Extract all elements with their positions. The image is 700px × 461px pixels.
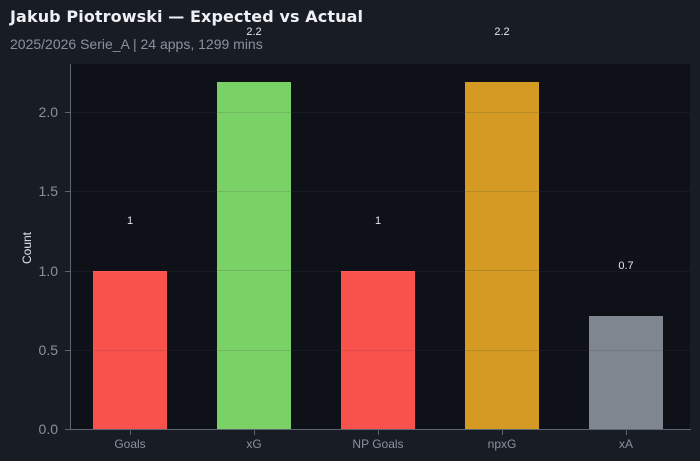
gridline (70, 112, 690, 113)
y-axis-label: Count (20, 231, 34, 265)
x-tick-mark (502, 430, 503, 435)
y-tick-label: 0.5 (38, 341, 58, 358)
value-label: 2.2 (494, 25, 510, 38)
bar-gridline (341, 349, 415, 351)
bar-goals (93, 270, 167, 429)
bar-gridline (217, 349, 291, 351)
x-tick-label: NP Goals (352, 437, 404, 451)
x-axis-line (70, 429, 691, 430)
y-tick-label: 1.0 (38, 262, 58, 279)
bar-xg (217, 81, 291, 429)
x-tick-mark (626, 430, 627, 435)
y-tick-mark (65, 270, 70, 272)
bar-gridline (465, 111, 539, 113)
gridline (70, 191, 690, 193)
bar-xa (589, 316, 663, 429)
x-tick-label: Goals (114, 437, 146, 451)
x-tick-mark (254, 430, 255, 435)
y-tick-label: 2.0 (38, 104, 58, 120)
gridline (70, 270, 690, 272)
bar-gridline (217, 270, 291, 272)
chart-title: Jakub Piotrowski — Expected vs Actual (10, 7, 364, 26)
y-tick-mark (65, 429, 70, 430)
bar-gridline (93, 349, 167, 351)
bar-gridline (217, 111, 291, 113)
bar-gridline (589, 349, 663, 351)
value-label: 0.7 (618, 260, 634, 273)
y-tick-label: 1.5 (38, 183, 58, 200)
bar-gridline (465, 349, 539, 351)
bar-npxg (465, 81, 539, 429)
y-tick-mark (65, 349, 70, 351)
bar-np-goals (341, 270, 415, 429)
x-tick-label: xG (246, 437, 262, 451)
bar-gridline (465, 270, 539, 272)
y-tick-label: 0.0 (38, 421, 58, 437)
x-tick-mark (130, 430, 131, 435)
y-tick-mark (65, 191, 70, 193)
bar-gridline (465, 191, 539, 193)
chart-subtitle: 2025/2026 Serie_A | 24 apps, 1299 mins (10, 36, 263, 52)
bar-gridline (217, 191, 291, 193)
x-tick-label: xA (618, 437, 633, 451)
y-axis-line (70, 64, 71, 430)
x-tick-mark (378, 430, 379, 435)
value-label: 2.2 (246, 25, 262, 38)
x-tick-label: npxG (487, 437, 517, 451)
value-label: 1 (374, 214, 382, 227)
value-label: 1 (126, 214, 134, 227)
gridline (70, 349, 690, 351)
y-tick-mark (65, 112, 70, 113)
